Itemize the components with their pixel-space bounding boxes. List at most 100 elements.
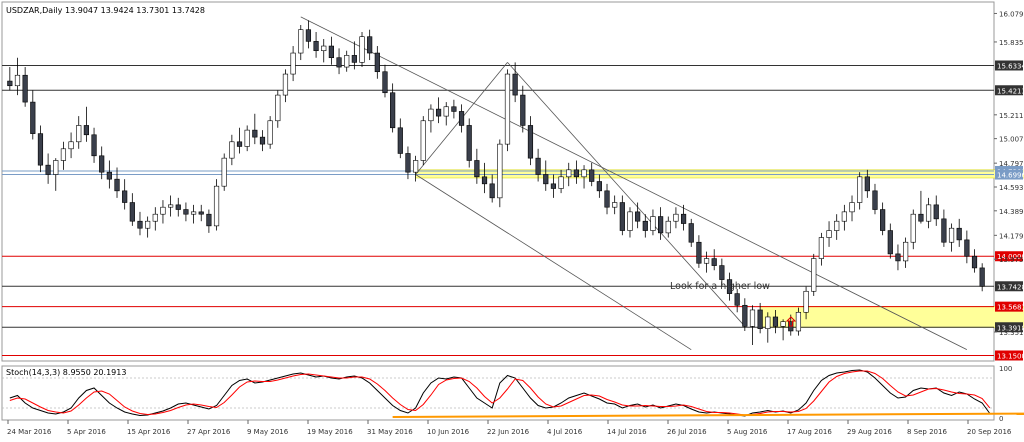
price-tick-label-3: 15.0070	[999, 136, 1024, 144]
price-tick-label-4: 14.7970	[999, 160, 1024, 168]
candle-body-13	[106, 171, 112, 180]
candle-body-76	[589, 169, 595, 182]
up-arrow-icon	[785, 316, 797, 327]
candle-body-118	[910, 213, 916, 243]
candle-body-84	[650, 216, 656, 231]
candle-body-28	[221, 157, 227, 187]
candle-body-53	[413, 160, 419, 173]
stoch-tick-label-0: 100	[999, 365, 1012, 373]
candle-body-82	[635, 211, 641, 222]
price-tick-label-5: 14.5930	[999, 184, 1024, 192]
level-label-bg-0	[995, 60, 1023, 71]
candle-body-32	[252, 129, 258, 138]
candle-body-31	[244, 129, 250, 147]
level-label-8: 13.1500	[997, 352, 1024, 360]
candle-body-74	[573, 169, 579, 178]
candle-body-0	[7, 80, 13, 87]
candle-body-16	[129, 202, 135, 222]
candle-body-77	[596, 181, 602, 192]
candle-body-86	[665, 220, 671, 234]
candle-body-50	[390, 92, 396, 129]
candle-body-127	[979, 267, 985, 287]
candle-body-87	[673, 213, 679, 222]
candle-body-12	[99, 155, 105, 173]
candle-body-110	[849, 202, 855, 213]
time-tick-label-15: 8 Sep 2016	[907, 428, 947, 436]
time-tick-label-10: 14 Jul 2016	[607, 428, 647, 436]
channel-line-0	[300, 16, 968, 351]
time-tick-label-16: 20 Sep 2016	[967, 428, 1012, 436]
candle-body-17	[137, 220, 143, 229]
time-axis: 24 Mar 2016 5 Apr 2016 15 Apr 2016 27 Apr 2…	[7, 420, 1012, 436]
candle-body-45	[351, 55, 357, 63]
candle-body-78	[604, 190, 610, 208]
candle-body-23	[183, 209, 189, 215]
candle-body-58	[451, 106, 457, 112]
stochastic-pane-frame	[1, 365, 995, 421]
candle-body-67	[520, 94, 526, 126]
candle-body-4	[37, 133, 44, 166]
candle-body-107	[826, 230, 832, 238]
trend-channel	[300, 16, 968, 351]
candle-body-30	[236, 141, 243, 147]
candle-body-81	[627, 211, 633, 231]
candle-body-51	[397, 127, 403, 154]
candle-body-38	[298, 29, 304, 54]
level-label-6: 13.5683	[997, 304, 1024, 312]
stochastic-trendline	[392, 412, 1024, 418]
stochastic-series-1	[9, 370, 991, 416]
time-tick-label-1: 5 Apr 2016	[67, 428, 106, 436]
time-tick-label-12: 5 Aug 2016	[727, 428, 768, 436]
candle-body-25	[198, 211, 204, 215]
price-tick-label-2: 15.2110	[999, 112, 1024, 120]
candle-body-121	[933, 204, 939, 220]
level-label-7: 13.3918	[997, 324, 1024, 332]
candle-body-41	[321, 45, 327, 52]
candle-body-1	[14, 74, 21, 87]
candle-body-95	[734, 293, 740, 306]
candle-body-57	[443, 106, 449, 117]
time-tick-label-5: 19 May 2016	[307, 428, 353, 436]
candle-body-34	[267, 120, 273, 145]
candle-body-43	[336, 57, 342, 68]
candle-body-83	[642, 220, 648, 231]
candle-body-60	[466, 125, 472, 161]
candle-body-35	[275, 94, 281, 122]
candle-body-72	[558, 176, 564, 189]
annotation-text: Look for a higher low	[670, 281, 770, 292]
price-tick-label-7: 14.1790	[999, 232, 1024, 240]
level-label-bg-6	[995, 301, 1023, 312]
candle-body-10	[83, 125, 89, 136]
stochastic-title: Stoch(14,3,3) 8.9550 20.1913	[6, 368, 126, 377]
time-tick-label-3: 27 Apr 2016	[187, 428, 231, 436]
candle-body-70	[543, 174, 549, 185]
candle-body-46	[359, 36, 365, 63]
level-label-bg-1	[995, 85, 1023, 96]
horizontal-levels	[2, 64, 994, 356]
candle-body-3	[30, 101, 36, 134]
candle-body-103	[795, 311, 802, 332]
candle-body-123	[948, 227, 955, 243]
candle-body-11	[91, 134, 97, 157]
price-tick-label-1: 15.8350	[999, 39, 1024, 47]
time-tick-label-8: 22 Jun 2016	[487, 428, 530, 436]
candle-body-108	[834, 220, 840, 231]
level-label-5: 13.7428	[997, 283, 1024, 291]
candle-body-90	[696, 241, 702, 264]
stoch-tick-label-1: 0	[999, 415, 1003, 423]
level-label-bg-7	[995, 322, 1023, 333]
candle-body-104	[803, 290, 809, 313]
candle-body-6	[53, 160, 59, 175]
main-pane: USDZAR,Daily 13.9047 13.9424 13.7301 13.…	[1, 1, 1024, 362]
candle-body-80	[619, 202, 625, 231]
candle-body-65	[504, 73, 511, 145]
time-tick-label-4: 9 May 2016	[247, 428, 289, 436]
candle-body-117	[903, 241, 909, 262]
candle-body-115	[887, 230, 893, 255]
candle-body-64	[497, 143, 503, 199]
level-label-bg-8	[995, 350, 1023, 361]
candle-body-49	[382, 71, 388, 94]
candle-body-26	[206, 213, 212, 227]
candle-body-40	[313, 41, 319, 52]
candle-body-120	[925, 204, 932, 222]
